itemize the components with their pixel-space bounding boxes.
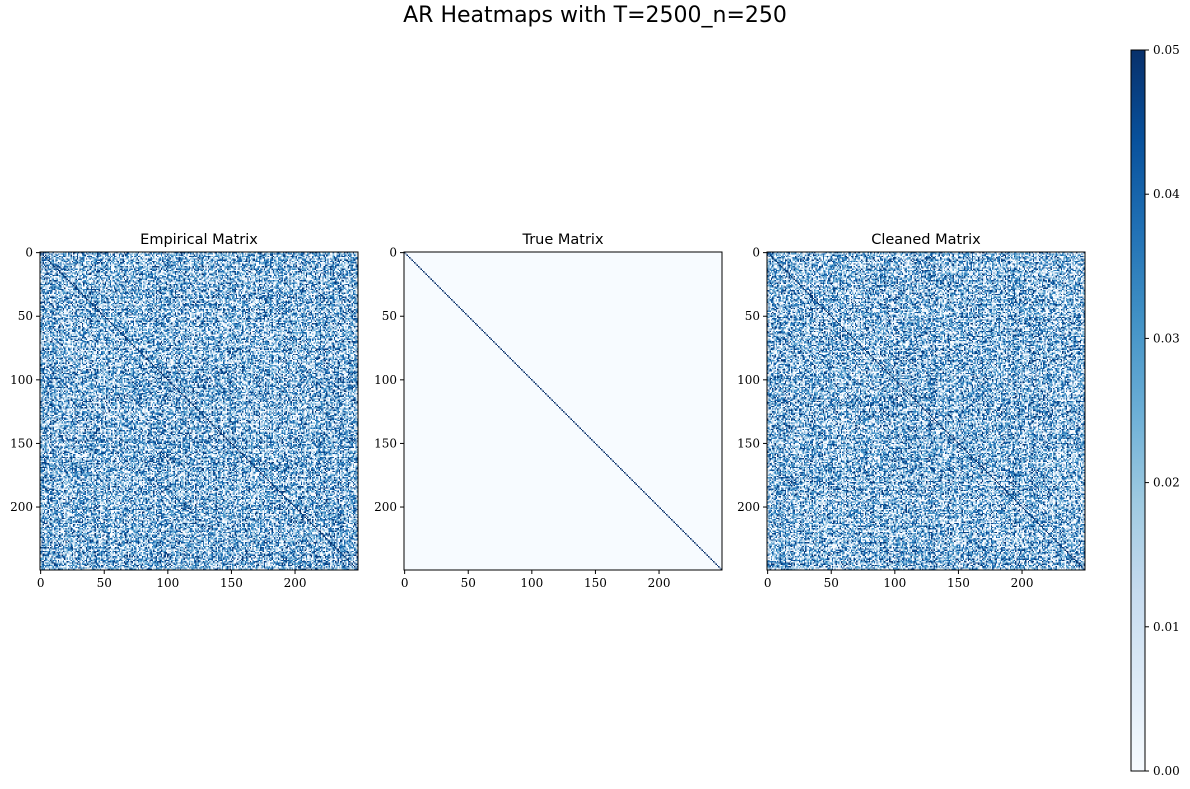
y-tick-label: 0 xyxy=(389,246,397,260)
y-tick-label: 200 xyxy=(374,500,397,514)
heatmap-image xyxy=(767,252,1085,570)
heatmap-frame xyxy=(39,251,359,571)
colorbar-tick-label: 0.04 xyxy=(1153,187,1180,201)
x-tick-label: 100 xyxy=(520,576,543,590)
panel-title: True Matrix xyxy=(521,232,603,248)
x-tick-label: 0 xyxy=(764,576,772,590)
x-tick-label: 200 xyxy=(284,576,307,590)
colorbar-tick-label: 0.05 xyxy=(1153,43,1180,57)
colorbar-tick-label: 0.03 xyxy=(1153,331,1180,345)
colorbar-tick-label: 0.02 xyxy=(1153,476,1180,490)
y-tick-label: 100 xyxy=(374,373,397,387)
y-tick-label: 50 xyxy=(382,309,397,323)
heatmap-image xyxy=(40,252,358,570)
colorbar-frame xyxy=(1130,49,1146,772)
x-tick-label: 50 xyxy=(824,576,839,590)
panel-title: Empirical Matrix xyxy=(140,232,258,248)
y-tick-label: 50 xyxy=(745,309,760,323)
x-tick-label: 0 xyxy=(37,576,45,590)
y-tick-label: 0 xyxy=(25,246,33,260)
x-tick-label: 150 xyxy=(220,576,243,590)
y-tick-label: 150 xyxy=(737,436,760,450)
x-tick-label: 200 xyxy=(648,576,671,590)
panel-title: Cleaned Matrix xyxy=(871,232,981,248)
x-tick-label: 100 xyxy=(156,576,179,590)
colorbar-gradient xyxy=(1131,50,1145,771)
colorbar: 0.00 0.01 0.02 0.03 0.04 0.05 xyxy=(1130,43,1180,778)
y-tick-label: 200 xyxy=(737,500,760,514)
x-tick-label: 50 xyxy=(97,576,112,590)
heatmap-panel-2: True Matrix 0 50 100 150 200 0 50 100 150 200 xyxy=(374,232,723,590)
heatmap-image xyxy=(404,252,722,570)
y-tick-label: 100 xyxy=(10,373,33,387)
x-tick-label: 150 xyxy=(947,576,970,590)
x-tick-label: 0 xyxy=(401,576,409,590)
heatmap-frame xyxy=(403,251,723,571)
x-tick-label: 200 xyxy=(1011,576,1034,590)
y-tick-label: 0 xyxy=(752,246,760,260)
colorbar-tick-label: 0.00 xyxy=(1153,764,1180,778)
x-tick-label: 100 xyxy=(883,576,906,590)
heatmap-panel-3: Cleaned Matrix 0 50 100 150 200 0 50 100 150 200 xyxy=(737,232,1086,590)
y-tick-label: 100 xyxy=(737,373,760,387)
x-tick-label: 50 xyxy=(461,576,476,590)
heatmap-panels: Empirical Matrix 0 50 100 150 200 0 50 100 150 200… xyxy=(10,232,1086,590)
y-tick-label: 200 xyxy=(10,500,33,514)
colorbar-tick-label: 0.01 xyxy=(1153,620,1180,634)
y-tick-label: 150 xyxy=(10,436,33,450)
x-tick-label: 150 xyxy=(584,576,607,590)
heatmap-panel-1: Empirical Matrix 0 50 100 150 200 0 50 100 150 200 xyxy=(10,232,359,590)
y-tick-label: 50 xyxy=(18,309,33,323)
figure-title: AR Heatmaps with T=2500_n=250 xyxy=(403,3,787,28)
y-tick-label: 150 xyxy=(374,436,397,450)
heatmap-frame xyxy=(766,251,1086,571)
